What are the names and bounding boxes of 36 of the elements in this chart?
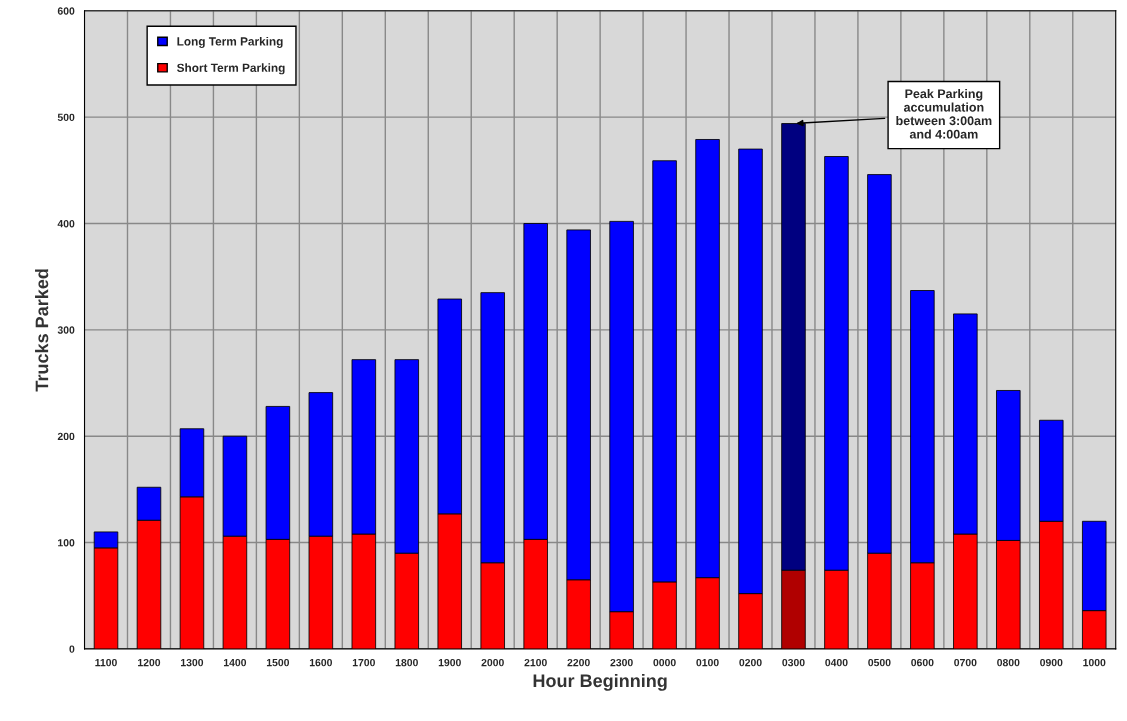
x-tick-label: 2200 — [567, 658, 590, 667]
x-tick-label: 2000 — [481, 658, 504, 667]
y-tick-label: 200 — [57, 432, 75, 441]
x-tick-label: 1200 — [138, 658, 161, 667]
x-tick-label: 2100 — [524, 658, 547, 667]
annotation: Peak Parking accumulation between 3:00am and 4:00am — [896, 88, 992, 139]
x-tick-label: 1100 — [95, 658, 117, 667]
x-tick-label: 1300 — [181, 658, 204, 667]
y-tick-label: 0 — [69, 645, 75, 653]
x-tick-label: 1000 — [1083, 658, 1106, 667]
x-tick-label: 0700 — [954, 658, 977, 667]
x-tick-label: 1800 — [395, 658, 418, 667]
x-tick-label: 0600 — [911, 658, 934, 667]
x-tick-label: 1600 — [309, 658, 332, 667]
x-tick-label: 0900 — [1040, 658, 1063, 667]
x-tick-label: 0500 — [868, 658, 891, 667]
legend-label: Long Term Parking — [177, 36, 283, 48]
x-tick-label: 1400 — [223, 658, 247, 667]
x-tick-label: 1900 — [438, 658, 461, 667]
x-tick-label: 1500 — [266, 658, 290, 667]
x-tick-label: 1700 — [352, 658, 375, 667]
x-tick-label: 0800 — [997, 658, 1020, 667]
x-axis-title: Hour Beginning — [533, 673, 667, 691]
x-tick-label: 0000 — [653, 658, 676, 667]
x-tick-label: 0300 — [782, 658, 805, 667]
y-tick-label: 400 — [57, 220, 75, 228]
legend-label: Short Term Parking — [177, 63, 285, 75]
y-tick-label: 500 — [57, 113, 75, 122]
y-axis-title: Trucks Parked — [35, 269, 49, 392]
y-tick-label: 600 — [57, 7, 75, 15]
x-tick-label: 0400 — [825, 658, 848, 667]
x-tick-label: 2300 — [610, 658, 633, 667]
y-tick-label: 100 — [58, 539, 75, 547]
x-tick-label: 0200 — [739, 658, 762, 667]
y-tick-label: 300 — [57, 326, 75, 334]
x-tick-label: 0100 — [696, 658, 719, 667]
